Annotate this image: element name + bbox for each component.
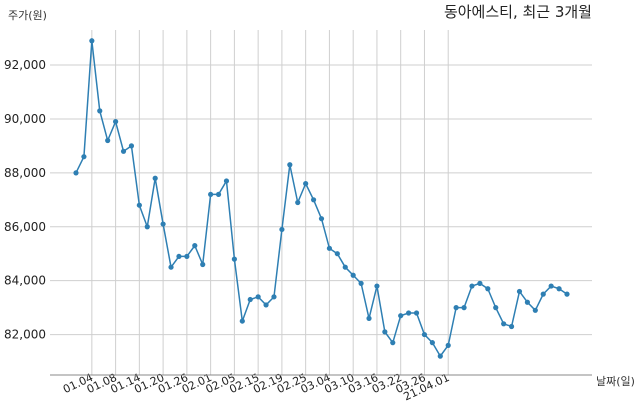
x-tick-label: 21.04.01 (402, 371, 452, 403)
data-point (548, 283, 554, 289)
data-point (263, 302, 269, 308)
y-tick-label: 86,000 (4, 220, 46, 234)
data-point (398, 313, 404, 319)
data-point (437, 353, 443, 359)
data-point (208, 191, 214, 198)
data-point (136, 202, 142, 208)
y-tick-label: 84,000 (4, 274, 46, 288)
data-point (295, 199, 301, 206)
data-point (382, 329, 388, 335)
data-point (120, 148, 127, 154)
data-point (326, 245, 333, 251)
data-point (508, 323, 515, 330)
data-point (453, 305, 459, 311)
data-point (469, 283, 475, 289)
x-axis-label: 날짜(일) (596, 374, 635, 388)
x-tick-labels: 01.0401.0801.1401.2001.2602.0102.0502.15… (61, 371, 451, 403)
data-point (564, 291, 570, 297)
data-point (318, 216, 325, 222)
data-point (390, 340, 396, 346)
data-point (247, 296, 253, 303)
y-axis-label: 주가(원) (8, 9, 47, 22)
y-tick-label: 90,000 (4, 112, 46, 126)
data-point (477, 280, 483, 286)
data-point (97, 108, 103, 114)
data-point (81, 154, 87, 160)
data-point (215, 191, 222, 198)
data-point (113, 119, 119, 125)
data-point (128, 143, 135, 149)
data-point (524, 299, 531, 305)
data-point (485, 286, 491, 292)
data-point (160, 221, 166, 227)
data-point (350, 272, 356, 278)
data-point (540, 291, 546, 297)
data-point (192, 243, 198, 249)
data-point (501, 321, 507, 327)
data-point (200, 261, 206, 268)
data-point (366, 315, 372, 321)
data-point (255, 294, 261, 300)
data-point (429, 340, 435, 346)
data-point (184, 253, 190, 260)
data-point (287, 162, 293, 168)
series-price (73, 38, 570, 359)
data-point (358, 280, 364, 286)
data-point (556, 286, 562, 292)
data-point (223, 178, 230, 184)
data-point (532, 307, 538, 313)
data-point (374, 283, 380, 289)
data-point (493, 305, 499, 311)
data-point (303, 181, 309, 187)
data-point (279, 226, 285, 233)
y-tick-label: 88,000 (4, 166, 46, 180)
data-point (421, 331, 428, 338)
data-point (105, 137, 111, 144)
y-tick-labels: 82,000 84,000 86,000 88,000 90,000 92,000 (4, 58, 46, 342)
data-point (516, 288, 523, 295)
data-point (73, 170, 79, 176)
y-tick-label: 82,000 (4, 328, 46, 342)
data-point (342, 264, 348, 270)
data-point (168, 264, 174, 270)
y-tick-label: 92,000 (4, 58, 46, 72)
data-point (271, 294, 277, 300)
data-point (310, 197, 317, 203)
data-point (231, 256, 237, 262)
data-point (89, 38, 95, 44)
data-point (406, 310, 412, 316)
data-point (413, 310, 420, 316)
chart-title: 동아에스티, 최근 3개월 (444, 3, 592, 21)
data-point (152, 175, 158, 181)
data-point (334, 251, 340, 257)
data-point (176, 253, 182, 260)
gridlines (50, 30, 592, 375)
data-point (461, 305, 467, 311)
data-point (144, 224, 150, 230)
data-point (445, 342, 451, 348)
series-line (75, 40, 568, 357)
data-point (239, 318, 245, 324)
